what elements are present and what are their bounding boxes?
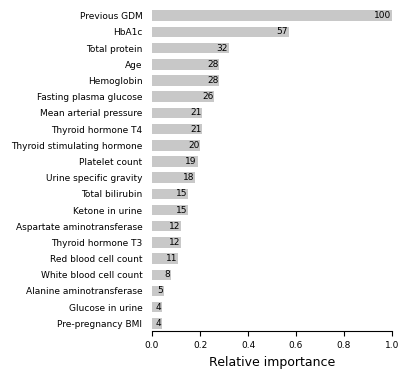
Text: 21: 21	[190, 108, 202, 117]
Bar	[152, 286, 164, 296]
Bar	[152, 302, 162, 312]
X-axis label: Relative importance: Relative importance	[209, 356, 335, 369]
Text: 15: 15	[176, 205, 187, 215]
Text: 26: 26	[202, 92, 214, 101]
Bar	[152, 124, 202, 134]
Bar	[152, 75, 219, 86]
Text: 8: 8	[165, 270, 170, 279]
Bar	[152, 27, 289, 37]
Text: 18: 18	[183, 173, 194, 182]
Bar	[152, 253, 178, 264]
Text: 28: 28	[207, 60, 218, 69]
Text: 28: 28	[207, 76, 218, 85]
Text: 57: 57	[276, 27, 288, 37]
Bar	[152, 189, 188, 199]
Bar	[152, 237, 181, 248]
Bar	[152, 205, 188, 215]
Text: 21: 21	[190, 125, 202, 134]
Text: 15: 15	[176, 189, 187, 199]
Bar	[152, 172, 195, 183]
Text: 11: 11	[166, 254, 178, 263]
Text: 20: 20	[188, 141, 199, 150]
Bar	[152, 318, 162, 329]
Bar	[152, 107, 202, 118]
Bar	[152, 140, 200, 150]
Text: 12: 12	[169, 238, 180, 247]
Text: 4: 4	[155, 319, 161, 328]
Bar	[152, 91, 214, 102]
Text: 4: 4	[155, 303, 161, 312]
Bar	[152, 59, 219, 70]
Text: 12: 12	[169, 222, 180, 231]
Bar	[152, 43, 229, 53]
Bar	[152, 156, 198, 167]
Text: 19: 19	[185, 157, 197, 166]
Text: 32: 32	[217, 43, 228, 53]
Text: 5: 5	[158, 287, 163, 296]
Bar	[152, 10, 392, 21]
Bar	[152, 221, 181, 232]
Text: 100: 100	[374, 11, 391, 20]
Bar	[152, 269, 171, 280]
